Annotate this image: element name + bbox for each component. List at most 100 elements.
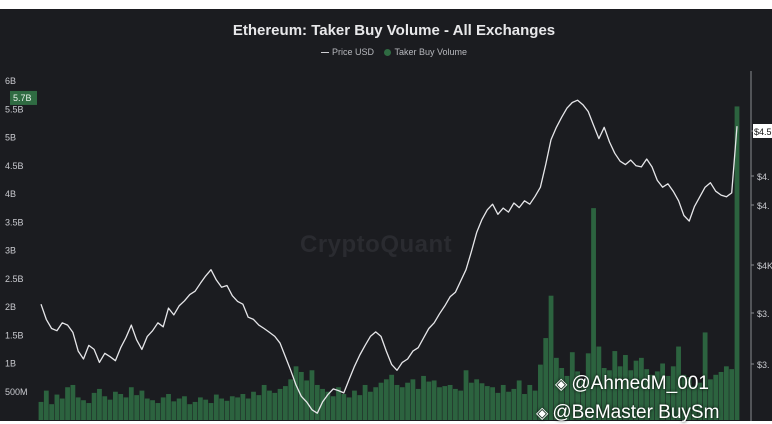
volume-bar [251,391,256,420]
volume-bar [75,397,81,420]
right-price-badge [753,124,772,138]
volume-bar [633,360,639,420]
legend-price-label: Price USD [331,47,374,57]
volume-bar [144,398,150,420]
volume-bar [102,396,108,420]
credit-bemaster: ◈ @BeMaster BuySm [536,402,719,424]
volume-bar [660,363,666,420]
volume-bar [245,398,251,420]
volume-bar [123,397,129,420]
volume-bar [224,400,230,420]
volume-bar [580,379,586,420]
volume-bar [107,399,113,420]
volume-bar [394,384,400,420]
volume-bar [208,403,214,420]
volume-bar [638,357,644,420]
volume-bar [713,374,719,420]
volume-bar [601,368,607,420]
volume-bar [277,388,283,420]
volume-bar [431,380,437,420]
legend-item-price[interactable]: Price USD [320,47,374,57]
volume-bar [538,364,543,420]
volume-bar [559,368,565,420]
volume-bar [681,374,687,420]
volume-bar [516,380,522,420]
left-tick-label: 1B [5,359,16,369]
volume-bar [612,351,618,420]
volume-bar [362,384,368,420]
volume-bar [171,401,177,420]
volume-bar [325,391,331,420]
volume-bar [410,379,416,420]
volume-bar [421,375,426,420]
volume-bar [38,401,44,420]
volume-bar [623,355,628,420]
volume-bar [272,392,278,420]
volume-bar [240,394,246,420]
volume-bar [585,353,591,420]
volume-bar [314,384,320,420]
credit-text: @AhmedM_001 [571,373,709,394]
volume-bar [341,394,347,420]
volume-bar [426,381,432,420]
volume-bar [203,399,209,420]
volume-bar [352,390,357,420]
volume-bar [118,394,124,420]
volume-bar [548,295,554,420]
volume-bar [155,403,161,420]
volume-bar [378,382,384,420]
volume-bar [283,386,288,420]
volume-bar [59,398,65,420]
volume-bar [54,394,60,420]
volume-bar [644,369,650,420]
volume-bar [166,394,171,420]
volume-bar [575,371,581,420]
volume-bar [235,397,240,420]
left-tick-label: 5.5B [5,104,24,114]
volume-bar [500,384,506,420]
volume-bar [511,388,517,420]
chart-title: Ethereum: Taker Buy Volume - All Exchang… [232,22,556,39]
binance-diamond-icon: ◈ [555,376,568,393]
volume-bar [309,370,315,420]
volume-bar [219,398,225,420]
left-tick-label: 6B [5,76,16,86]
volume-bar [160,397,166,420]
volume-bar [463,370,469,420]
volume-bar [697,382,703,420]
volume-bar [368,391,373,420]
volume-bar [267,390,272,420]
volume-bar [506,391,511,420]
volume-bar [192,401,198,420]
volume-bar [293,366,299,420]
legend-item-volume[interactable]: Taker Buy Volume [384,47,467,57]
volume-bar [176,398,182,420]
left-tick-label: 3.5B [5,217,24,227]
volume-bar [336,387,341,420]
volume-bar [97,388,102,420]
volume-bar [70,384,76,420]
volume-bar [676,346,681,420]
volume-bar [447,384,453,420]
chart-legend[interactable]: Price USD Taker Buy Volume [0,47,772,57]
volume-bar [596,346,602,420]
right-tick-label: $3. [757,309,770,319]
plot-area: 500M 1B 1.5B 2B 2.5B 3B 3.5B 4B 4.5B 5B 5.5B 6B 5.7B… [5,71,772,421]
volume-bar [718,371,724,420]
volume-bar [128,387,134,420]
volume-bar [686,377,692,420]
volume-bar [649,374,655,420]
volume-bar [134,395,140,420]
volume-bar [553,357,559,420]
watermark: CryptoQuant [300,231,453,258]
volume-bar [49,404,55,420]
left-tick-label: 500M [5,387,28,397]
left-tick-label: 4B [5,189,16,199]
legend-dot-icon [384,49,392,57]
volume-bar [607,370,612,420]
left-tick-label: 4.5B [5,161,24,171]
left-tick-label: 5B [5,133,16,143]
volume-bar [479,383,485,420]
volume-bar [139,390,145,420]
volume-bar [628,370,634,420]
